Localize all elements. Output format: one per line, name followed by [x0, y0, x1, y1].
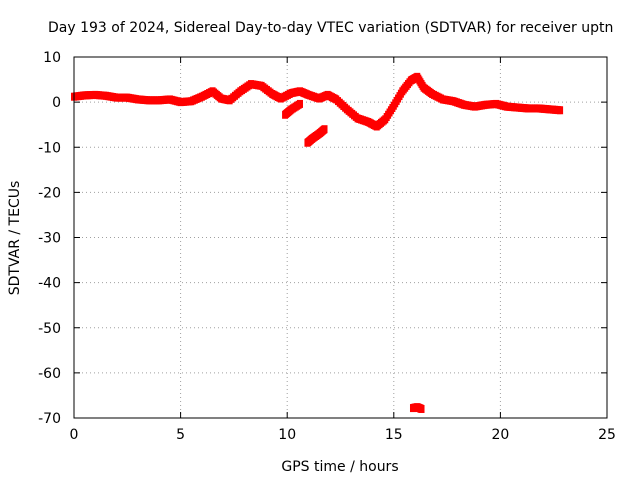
x-tick-label: 0	[70, 427, 79, 443]
y-tick-label: -70	[38, 411, 61, 427]
data-point	[296, 99, 303, 108]
data-points	[71, 72, 564, 413]
y-tick-label: -40	[38, 276, 61, 292]
y-axis-label: SDTVAR / TECUs	[7, 181, 23, 296]
axis-ticks: 0 5 10 15 20 25 -70 -60 -50 -40 -30 -20 -10 0 10	[38, 50, 616, 443]
y-tick-label: -20	[38, 185, 61, 201]
y-tick-label: -10	[38, 140, 61, 156]
y-tick-label: 0	[52, 95, 61, 111]
x-tick-label: 5	[176, 427, 185, 443]
x-tick-label: 20	[491, 427, 509, 443]
y-tick-label: -60	[38, 366, 61, 382]
data-point	[418, 404, 425, 413]
y-tick-label: -50	[38, 321, 61, 337]
x-axis-label: GPS time / hours	[281, 459, 398, 475]
data-point	[321, 125, 328, 134]
chart-title: Day 193 of 2024, Sidereal Day-to-day VTE…	[48, 20, 613, 36]
x-tick-label: 10	[278, 427, 296, 443]
x-tick-label: 25	[598, 427, 616, 443]
y-tick-label: -30	[38, 231, 61, 247]
data-point	[557, 106, 564, 115]
y-tick-label: 10	[43, 50, 61, 66]
x-tick-label: 15	[385, 427, 403, 443]
